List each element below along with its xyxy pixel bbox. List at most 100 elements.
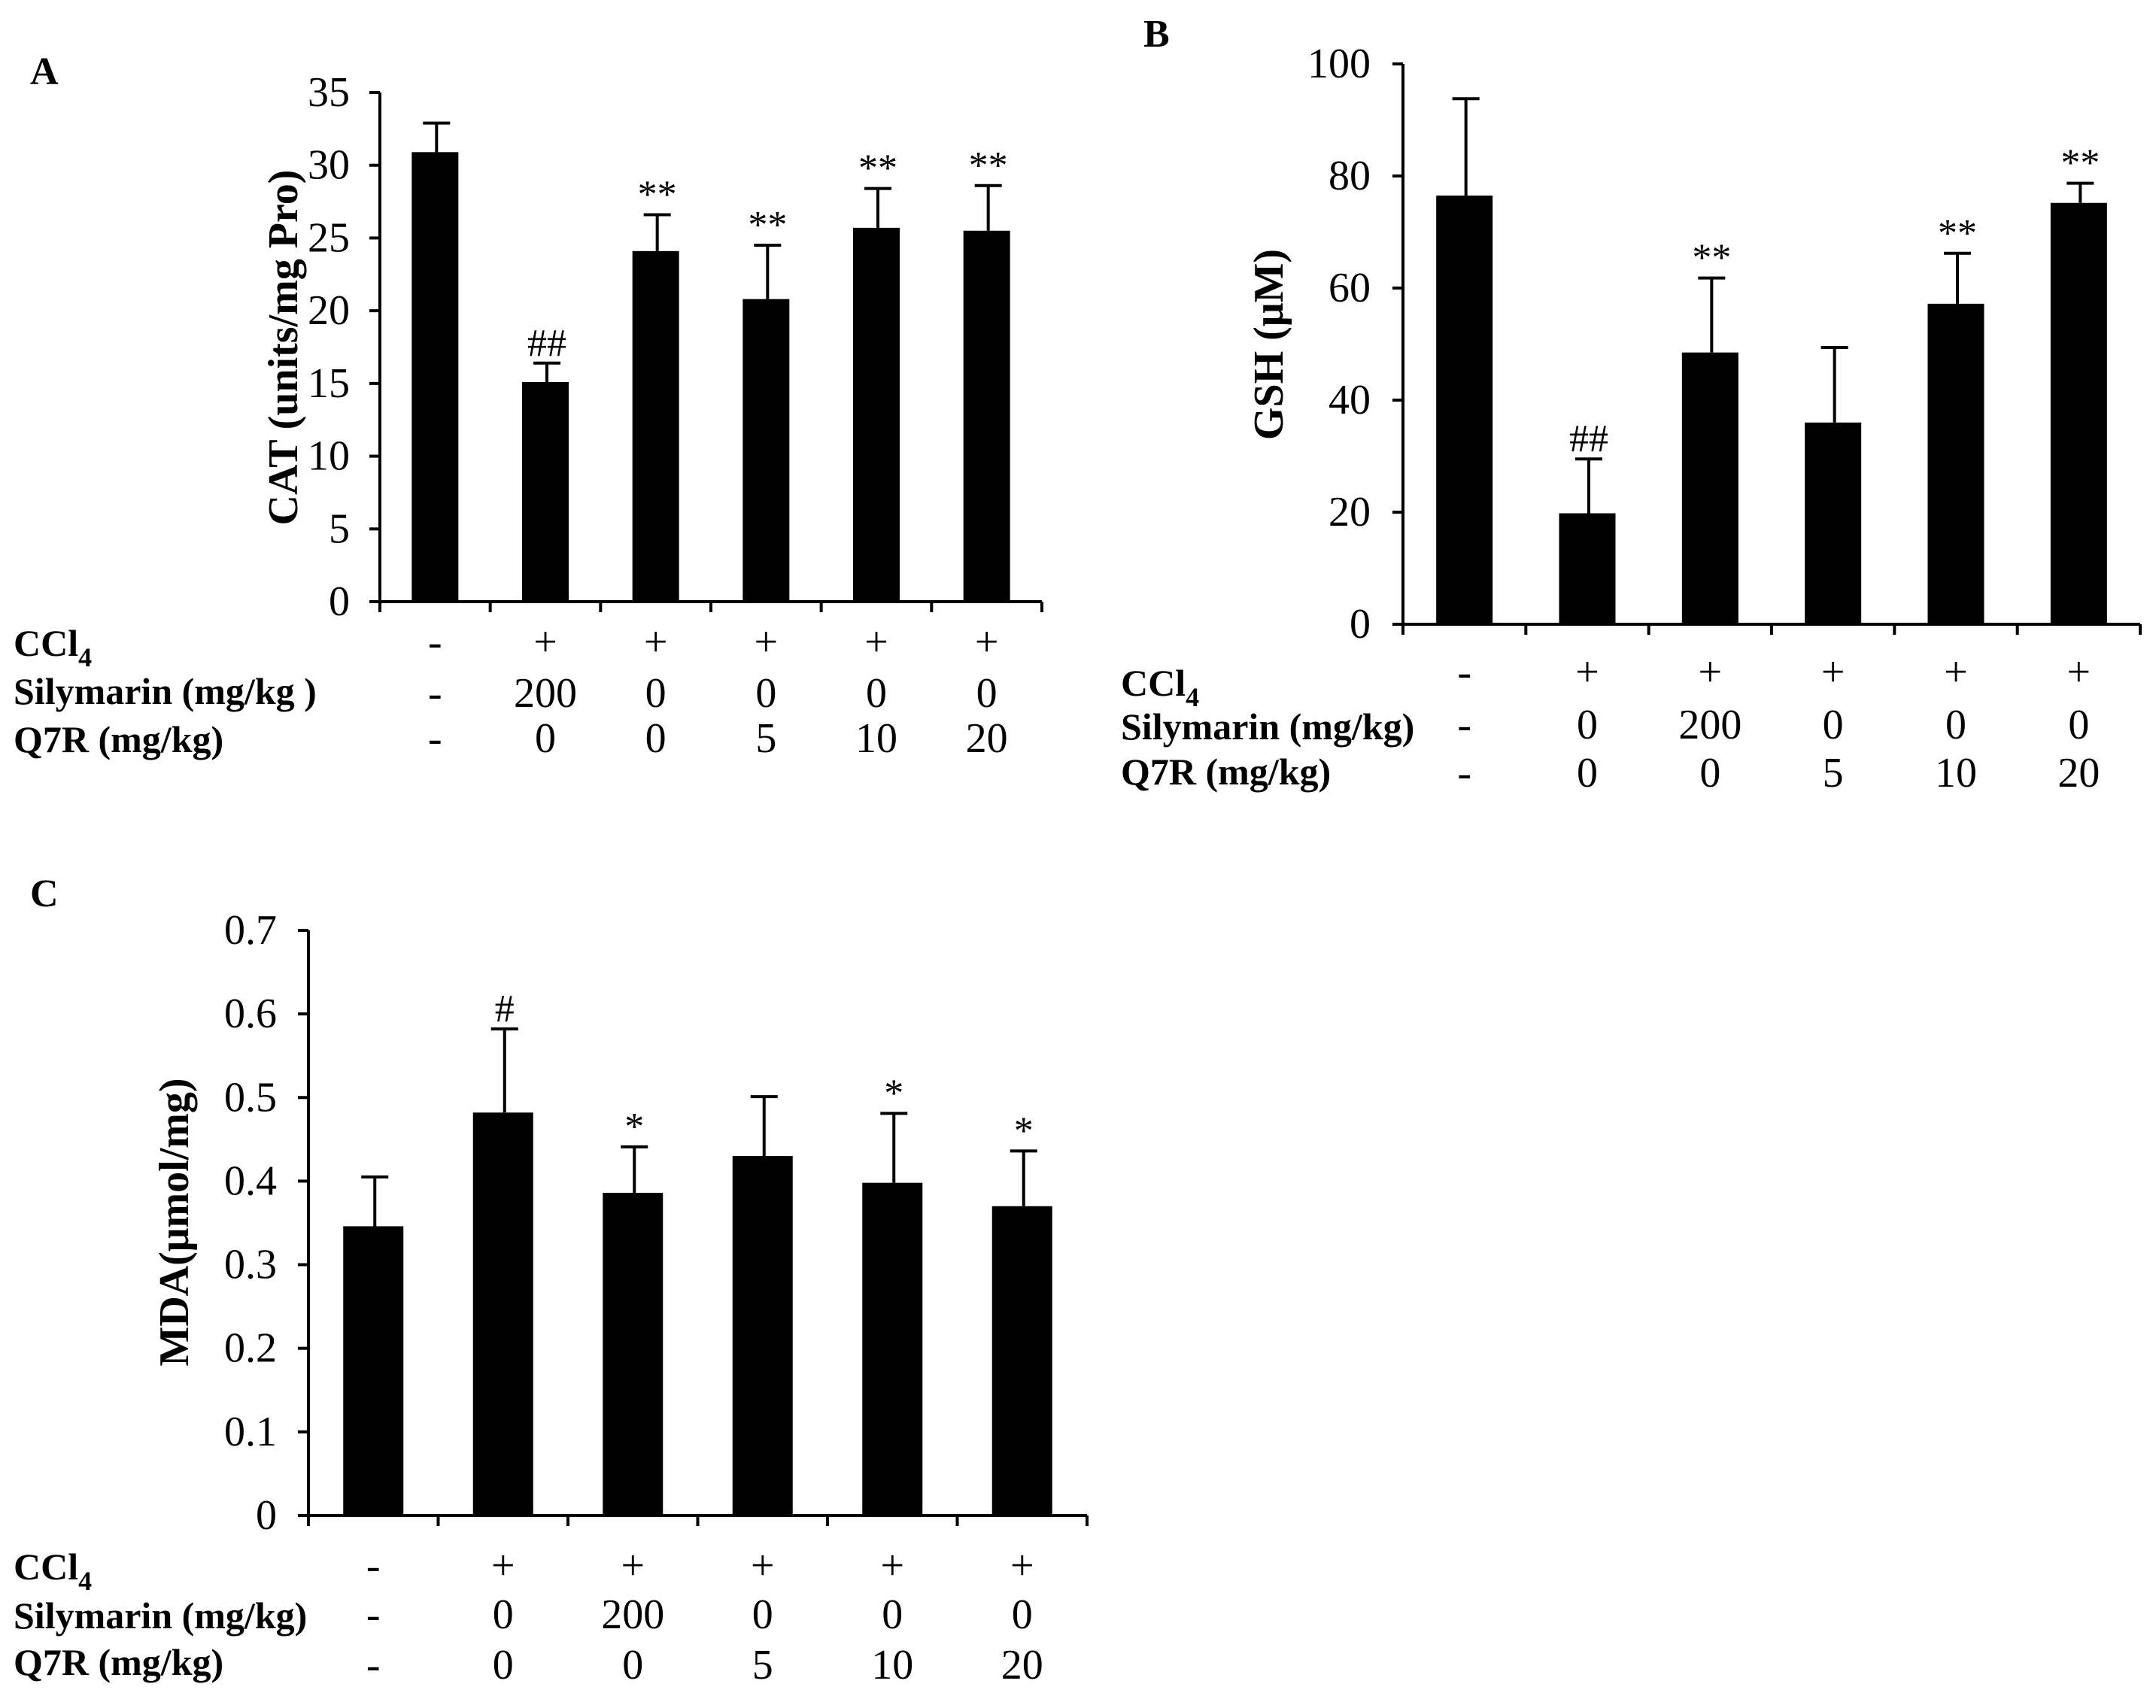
y-tick-label: 0.5 [224, 1074, 277, 1121]
y-tick-label: 20 [1329, 489, 1371, 535]
treatment-row-value: 0 [752, 1591, 773, 1638]
bar [632, 250, 679, 602]
treatment-row-value: + [621, 1543, 645, 1589]
treatment-row-value: + [2067, 649, 2091, 696]
treatment-row-value: 10 [855, 715, 897, 762]
panel-letter: C [30, 872, 59, 915]
y-tick-label: 30 [308, 142, 350, 189]
y-tick-label: 0.7 [224, 907, 277, 954]
bar [411, 152, 459, 602]
bar [1681, 352, 1738, 624]
treatment-row-value: + [880, 1543, 904, 1589]
treatment-row-value: 0 [493, 1642, 514, 1688]
significance-mark: ## [527, 322, 566, 365]
significance-mark: # [495, 987, 515, 1030]
bar [2050, 202, 2107, 624]
treatment-row-value: 0 [1012, 1591, 1033, 1638]
panel-c: C00.10.20.30.40.50.60.7MDA(μmol/mg)#***C… [14, 872, 1089, 1688]
panel-letter: A [30, 50, 59, 93]
treatment-row-label: Q7R (mg/kg) [1121, 751, 1331, 793]
treatment-row-value: 0 [882, 1591, 903, 1638]
bar [1805, 422, 1862, 624]
treatment-row-label: Silymarin (mg/kg) [14, 1594, 307, 1637]
subscript: 4 [1186, 682, 1199, 712]
treatment-row-value: + [1699, 649, 1723, 696]
treatment-row-value: - [1457, 649, 1471, 696]
y-axis-label: CAT (units/mg Pro) [260, 170, 307, 526]
significance-mark: ** [2060, 142, 2100, 185]
significance-mark: * [884, 1072, 903, 1115]
treatment-row-value: + [751, 1543, 775, 1589]
treatment-row-value: 200 [514, 670, 577, 717]
y-tick-label: 0 [1350, 601, 1371, 648]
y-tick-label: 60 [1329, 265, 1371, 311]
treatment-row-value: 0 [622, 1642, 643, 1688]
bar [732, 1156, 793, 1515]
y-tick-label: 100 [1307, 41, 1371, 87]
treatment-row-label: CCl4 [1121, 662, 1199, 712]
bar [472, 1112, 533, 1515]
y-axis-label: MDA(μmol/mg) [151, 1078, 198, 1366]
treatment-row-value: 5 [755, 715, 776, 762]
treatment-row-value: 0 [535, 715, 556, 762]
significance-mark: * [1014, 1109, 1034, 1152]
treatment-row-value: + [491, 1543, 515, 1589]
bar [522, 381, 569, 602]
y-tick-label: 0 [256, 1492, 277, 1539]
y-axis-label: GSH (μM) [1246, 249, 1292, 440]
y-tick-label: 0 [329, 578, 350, 625]
treatment-row-value: 0 [976, 670, 998, 717]
bar [603, 1192, 664, 1515]
treatment-row-value: 0 [1577, 750, 1598, 796]
treatment-row-value: 20 [2057, 750, 2100, 796]
subscript: 4 [78, 642, 92, 672]
treatment-row-label: CCl4 [14, 622, 92, 672]
treatment-row-value: 0 [1577, 702, 1598, 748]
treatment-row-value: - [366, 1642, 381, 1688]
bar [343, 1226, 404, 1515]
treatment-row-value: + [755, 619, 779, 666]
treatment-row-value: 0 [755, 670, 776, 717]
treatment-row-value: 0 [1699, 750, 1720, 796]
treatment-row-value: 0 [1945, 702, 1966, 748]
y-tick-label: 0.1 [224, 1409, 277, 1455]
bar [1927, 303, 1984, 624]
y-tick-label: 25 [308, 214, 350, 261]
treatment-row-value: 10 [1935, 750, 1977, 796]
treatment-row-value: 5 [1823, 750, 1844, 796]
significance-mark: * [624, 1106, 644, 1148]
treatment-row-value: + [1944, 649, 1968, 696]
treatment-row-value: 0 [866, 670, 887, 717]
bar [1436, 196, 1493, 624]
treatment-row-value: 0 [645, 670, 667, 717]
bar [1559, 513, 1616, 624]
y-tick-label: 10 [308, 433, 350, 480]
treatment-row-value: + [975, 619, 999, 666]
bar [853, 227, 900, 602]
y-tick-label: 0.3 [224, 1242, 277, 1288]
y-tick-label: 0.4 [224, 1157, 277, 1204]
y-tick-label: 35 [308, 69, 350, 116]
bar [963, 230, 1010, 602]
treatment-row-value: - [428, 670, 442, 717]
treatment-row-value: 0 [493, 1591, 514, 1638]
significance-mark: ** [638, 173, 677, 216]
significance-mark: ** [1938, 212, 1977, 255]
y-tick-label: 0.2 [224, 1325, 277, 1372]
treatment-row-value: 200 [1678, 702, 1742, 748]
y-tick-label: 80 [1329, 153, 1371, 199]
subscript: 4 [78, 1566, 92, 1596]
treatment-row-value: 20 [1001, 1642, 1043, 1688]
treatment-row-value: - [428, 715, 442, 762]
significance-mark: ## [1569, 417, 1608, 460]
significance-mark: ** [748, 204, 787, 247]
treatment-row-value: 0 [645, 715, 667, 762]
treatment-row-value: + [1821, 649, 1845, 696]
treatment-row-value: + [533, 619, 557, 666]
y-tick-label: 0.6 [224, 991, 277, 1037]
treatment-row-label: Silymarin (mg/kg) [1121, 705, 1414, 748]
treatment-row-value: 20 [966, 715, 1008, 762]
treatment-row-value: - [428, 619, 442, 666]
